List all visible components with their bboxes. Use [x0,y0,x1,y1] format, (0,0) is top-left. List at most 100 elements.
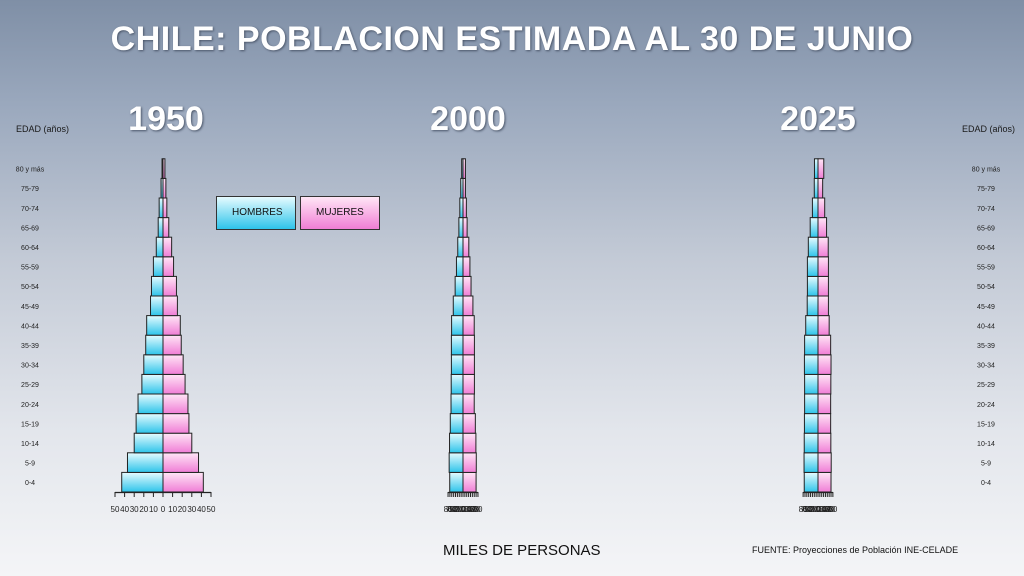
x-tick-label-2025: 30 [808,505,817,514]
x-tick-label-2025: 50 [823,505,832,514]
x-tick-label-1950: 20 [139,505,148,514]
bar-mujeres-1950-25-29 [162,373,186,395]
bar-hombres-2000-65-69 [458,217,464,238]
x-tick-label-2000: 60 [447,505,456,514]
x-tick-label-1950: 10 [149,505,158,514]
x-tick-label-2000: 10 [460,505,469,514]
age-tick-label: 60-64 [977,245,995,252]
x-tick-label-2025: 0 [816,505,821,514]
x-tick-label-1950: 30 [130,505,139,514]
bar-hombres-2000-60-64 [457,236,464,258]
legend-label-mujeres: MUJERES [316,207,364,218]
x-tick-label-2000: 0 [461,505,466,514]
x-tick-label-2025: 50 [804,505,813,514]
chart-title: CHILE: POBLACION ESTIMADA AL 30 DE JUNIO [110,20,914,58]
bar-hombres-2025-20-24 [804,393,819,415]
age-tick-label: 0-4 [981,480,991,487]
bar-mujeres-1950-65-69 [162,217,170,238]
bar-mujeres-2000-45-49 [462,295,474,317]
bar-mujeres-2000-25-29 [462,373,475,395]
bar-hombres-1950-15-19 [135,413,164,434]
bar-mujeres-2000-40-44 [462,315,475,336]
bar-hombres-1950-0-4 [121,471,164,493]
x-tick-label-1950: 40 [197,505,206,514]
bar-hombres-2000-15-19 [449,413,464,434]
age-tick-label: 45-49 [21,304,39,311]
bar-hombres-1950-70-74 [158,197,164,219]
bar-mujeres-2025-50-54 [817,275,829,297]
bar-hombres-2025-35-39 [804,334,819,356]
bar-mujeres-1950-50-54 [162,275,177,297]
bar-mujeres-2000-0-4 [462,471,477,493]
age-tick-label: 50-54 [21,284,39,291]
legend-swatch-mujeres [300,196,380,230]
bar-hombres-1950-60-64 [155,236,164,258]
source-note: FUENTE: Proyecciones de Población INE-CE… [752,545,959,555]
age-tick-label: 75-79 [21,186,39,193]
x-tick-label-2025: 80 [799,505,808,514]
x-tick-label-2025: 30 [819,505,828,514]
x-tick-label-1950: 20 [178,505,187,514]
bar-hombres-2025-60-64 [807,236,819,258]
x-tick-label-2000: 20 [462,505,471,514]
age-header-right: EDAD (años) [962,124,1016,134]
legend-label-hombres: HOMBRES [232,207,283,218]
bar-mujeres-1950-15-19 [162,413,190,434]
bar-mujeres-2000-20-24 [462,393,475,415]
bar-mujeres-2000-10-14 [462,432,477,454]
bar-mujeres-2000-50-54 [462,275,472,297]
bar-hombres-2025-40-44 [805,315,819,336]
bar-hombres-1950-65-69 [157,217,164,238]
bar-hombres-2000-35-39 [450,334,464,356]
age-tick-label: 65-69 [21,225,39,232]
x-tick-label-2025: 10 [812,505,821,514]
bar-hombres-2025-45-49 [806,295,819,317]
bar-hombres-1950-40-44 [146,315,164,336]
bar-mujeres-1950-55-59 [162,256,175,277]
x-tick-label-2000: 80 [444,505,453,514]
year-label-2000: 2000 [430,100,506,138]
bar-hombres-2025-55-59 [806,256,819,277]
bar-mujeres-2025-40-44 [817,315,830,336]
x-tick-label-2025: 70 [801,505,810,514]
x-tick-label-2000: 10 [457,505,466,514]
bar-hombres-2000-40-44 [451,315,464,336]
age-tick-label: 80 y más [972,167,1001,174]
bar-hombres-1950-45-49 [150,295,164,317]
x-tick-label-2025: 60 [825,505,834,514]
bar-mujeres-2000-80 y más [462,158,466,179]
bar-hombres-2000-5-9 [448,452,464,473]
bar-hombres-1950-55-59 [152,256,164,277]
bar-mujeres-1950-30-34 [162,354,184,375]
year-label-1950: 1950 [128,100,204,138]
x-tick-label-2000: 20 [455,505,464,514]
bar-hombres-2025-70-74 [811,197,819,219]
bar-hombres-2025-30-34 [803,354,819,375]
x-tick-label-2025: 40 [806,505,815,514]
bar-hombres-2000-45-49 [452,295,464,317]
bar-mujeres-2025-15-19 [817,413,832,434]
bar-mujeres-2025-5-9 [817,452,832,473]
x-tick-label-2000: 50 [468,505,477,514]
age-tick-label: 80 y más [16,167,45,174]
bar-mujeres-1950-20-24 [162,393,189,415]
age-tick-label: 55-59 [977,265,995,272]
bar-hombres-2000-55-59 [455,256,464,277]
x-tick-label-2000: 60 [470,505,479,514]
age-tick-label: 70-74 [977,206,995,213]
x-tick-label-2025: 20 [810,505,819,514]
bar-mujeres-1950-70-74 [162,197,168,219]
bar-hombres-2000-25-29 [450,373,464,395]
bar-hombres-1950-50-54 [150,275,164,297]
age-tick-label: 75-79 [977,186,995,193]
age-tick-label: 45-49 [977,304,995,311]
age-tick-label: 55-59 [21,265,39,272]
bar-mujeres-2025-65-69 [817,217,828,238]
x-tick-label-1950: 10 [168,505,177,514]
x-tick-label-1950: 40 [120,505,129,514]
age-tick-label: 0-4 [25,480,35,487]
bar-mujeres-2000-65-69 [462,217,468,238]
age-tick-label: 35-39 [21,343,39,350]
age-header-left: EDAD (años) [16,124,70,134]
age-tick-label: 25-29 [21,382,39,389]
